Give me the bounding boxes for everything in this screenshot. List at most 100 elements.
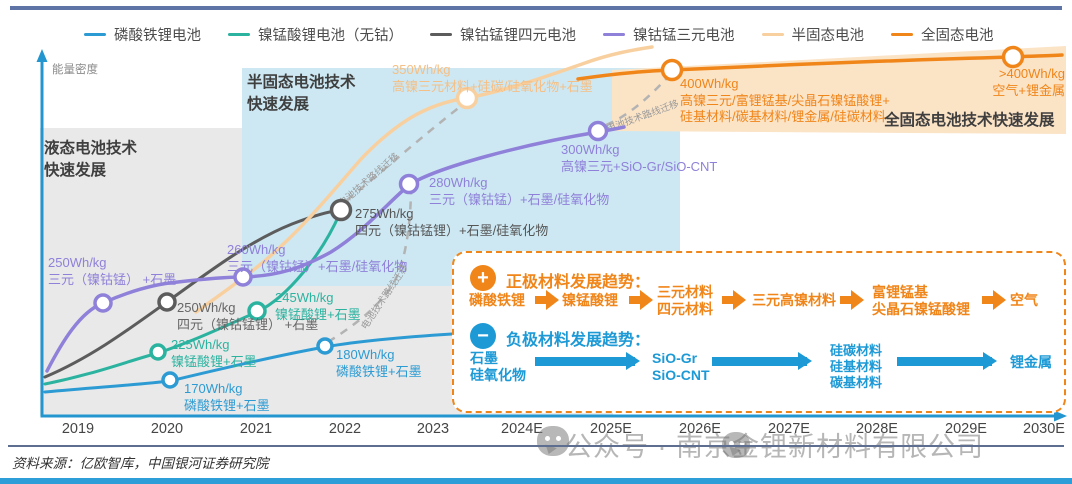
point-ncm-280 (398, 173, 420, 195)
label-lnmo-245: 245Wh/kg 镍锰酸锂+石墨 (275, 290, 361, 323)
legend-label: 半固态电池 (791, 28, 865, 44)
label-materials-line2: 硅基材料/碳基材料/锂金属/硅碳材料 (680, 109, 886, 124)
liquid-region-title-line1: 液态电池技术 (44, 140, 138, 157)
cathode-trend-title: 正极材料发展趋势： (506, 274, 651, 291)
label-ncm-300: 300Wh/kg 高镍三元+SiO-Gr/SiO-CNT (561, 142, 717, 175)
semi-solid-region-title-line2: 快速发展 (247, 96, 310, 113)
label-materials-line1: 高镍三元/富锂锰基/尖晶石镍锰酸锂+ (680, 92, 890, 108)
point-lfp-170 (161, 371, 179, 389)
legend-swatch (603, 33, 625, 36)
label-solid-400plus: >400Wh/kg 空气+锂金属 (930, 66, 1065, 99)
cathode-step-5-line1: 富锂锰基 (872, 284, 928, 300)
label-value: 300Wh/kg (561, 142, 620, 157)
label-materials: 空气+锂金属 (992, 82, 1065, 98)
legend-label: 全固态电池 (921, 28, 994, 44)
point-lnmo-225 (149, 343, 167, 361)
x-tick-2026e: 2026E (679, 421, 721, 437)
label-value: >400Wh/kg (998, 66, 1065, 81)
legend-item-lfp: 磷酸铁锂电池 (84, 24, 201, 45)
label-materials: 三元（镍钴锰）+石墨/硅氧化物 (429, 191, 610, 207)
label-lnmo-225: 225Wh/kg 镍锰酸锂+石墨 (171, 337, 257, 370)
label-ncm-250: 250Wh/kg 三元（镍钴锰） +石墨 (48, 255, 176, 288)
point-solid-400 (660, 58, 684, 82)
point-lnmo-245 (247, 301, 267, 321)
arrow-right-icon (629, 290, 653, 310)
anode-step-2: SiO-Gr SiO-CNT (652, 350, 710, 384)
label-ncm-280: 280Wh/kg 三元（镍钴锰）+石墨/硅氧化物 (429, 175, 609, 208)
arrow-right-icon (840, 290, 864, 310)
label-solid-400: 400Wh/kg 高镍三元/富锂锰基/尖晶石镍锰酸锂+ 硅基材料/碳基材料/锂金… (680, 76, 890, 126)
anode-step-1-line1: 石墨 (470, 350, 498, 366)
footer-divider (8, 445, 1064, 447)
watermark-text: 公众号 · 南京金锂新材料有限公司 (565, 432, 984, 462)
solid-region-title: 全固态电池技术快速发展 (884, 112, 1055, 129)
legend-item-ncm: 镍钴锰三元电池 (603, 24, 735, 45)
label-quad-250: 250Wh/kg 四元（镍钴锰锂） +石墨 (177, 300, 318, 333)
point-ncm-260 (233, 267, 253, 287)
label-quad-275: 275Wh/kg 四元（镍钴锰锂）+石墨/硅氧化物 (355, 206, 548, 239)
legend-label: 镍锰酸锂电池（无钴） (258, 28, 403, 44)
x-tick-2030e: 2030E (1023, 421, 1065, 437)
x-tick-2027e: 2027E (768, 421, 810, 437)
liquid-region-title-line2: 快速发展 (44, 162, 107, 179)
label-materials: 磷酸铁锂+石墨 (184, 397, 270, 413)
point-quad-250 (157, 292, 177, 312)
cathode-step-4: 三元高镍材料 (752, 292, 836, 308)
wechat-icon (537, 426, 569, 456)
label-materials: 磷酸铁锂+石墨 (336, 363, 422, 379)
minus-icon: − (470, 323, 496, 349)
label-semi-350: 350Wh/kg 高镍三元材料+硅碳/硅氧化物+石墨 (392, 62, 593, 95)
top-divider (10, 6, 1062, 10)
anode-step-3-line3: 碳基材料 (830, 375, 883, 390)
label-materials: 三元（镍钴锰）+石墨/硅氧化物 (227, 258, 408, 274)
label-value: 180Wh/kg (336, 347, 395, 362)
label-value: 275Wh/kg (355, 206, 414, 221)
legend-swatch (761, 33, 784, 36)
lnmo-line (43, 211, 342, 386)
x-tick-2028e: 2028E (856, 421, 898, 437)
legend-item-semisolid: 半固态电池 (761, 24, 865, 45)
x-tick-2024e: 2024E (501, 421, 543, 437)
point-semi-350 (455, 86, 479, 110)
ncm-line (45, 125, 626, 373)
semi-solid-region-title: 半固态电池技术 快速发展 (247, 72, 356, 116)
anode-step-2-line2: SiO-CNT (652, 367, 710, 383)
cathode-step-5: 富锂锰基 尖晶石镍锰酸锂 (872, 284, 970, 318)
label-value: 350Wh/kg (392, 62, 451, 77)
cathode-step-2: 镍锰酸锂 (562, 292, 618, 308)
point-ncm-300 (587, 120, 609, 142)
label-materials: 高镍三元材料+硅碳/硅氧化物+石墨 (392, 78, 593, 94)
lfp-line (43, 332, 454, 394)
x-tick-2025e: 2025E (590, 421, 632, 437)
label-materials: 高镍三元+SiO-Gr/SiO-CNT (561, 158, 718, 174)
source-note: 资料来源：亿欧智库，中国银河证券研究院 (12, 456, 269, 471)
cathode-step-3-line2: 四元材料 (657, 301, 713, 317)
x-tick-2023: 2023 (416, 421, 450, 437)
label-value: 250Wh/kg (48, 255, 107, 270)
label-value: 400Wh/kg (680, 76, 739, 91)
axes-lines (40, 58, 1058, 418)
label-materials: 镍锰酸锂+石墨 (275, 306, 361, 322)
x-tick-2029e: 2029E (945, 421, 987, 437)
anode-trend-title: 负极材料发展趋势： (506, 332, 651, 349)
point-lfp-180 (316, 337, 334, 355)
semi-solid-line (194, 45, 654, 314)
legend-label: 镍钴锰锂四元电池 (460, 28, 576, 44)
solid-line (576, 53, 1064, 81)
material-trends-box: + 正极材料发展趋势： 磷酸铁锂 镍锰酸锂 三元材料 四元材料 三元高镍材料 富… (452, 251, 1066, 413)
legend-swatch (430, 33, 452, 36)
legend-item-solid: 全固态电池 (891, 24, 994, 45)
label-ncm-260: 260Wh/kg 三元（镍钴锰）+石墨/硅氧化物 (227, 242, 407, 275)
cathode-step-6: 空气 (1010, 292, 1038, 308)
legend-item-lnmo: 镍锰酸锂电池（无钴） (228, 24, 403, 45)
label-lfp-180: 180Wh/kg 磷酸铁锂+石墨 (336, 347, 422, 380)
label-materials: 三元（镍钴锰） +石墨 (48, 271, 177, 287)
long-arrow-right-icon (897, 352, 997, 370)
cathode-step-3-line1: 三元材料 (657, 284, 713, 300)
x-axis-arrow (1054, 410, 1067, 422)
label-value: 280Wh/kg (429, 175, 488, 190)
cathode-step-5-line2: 尖晶石镍锰酸锂 (872, 301, 970, 317)
long-arrow-right-icon (712, 352, 812, 370)
